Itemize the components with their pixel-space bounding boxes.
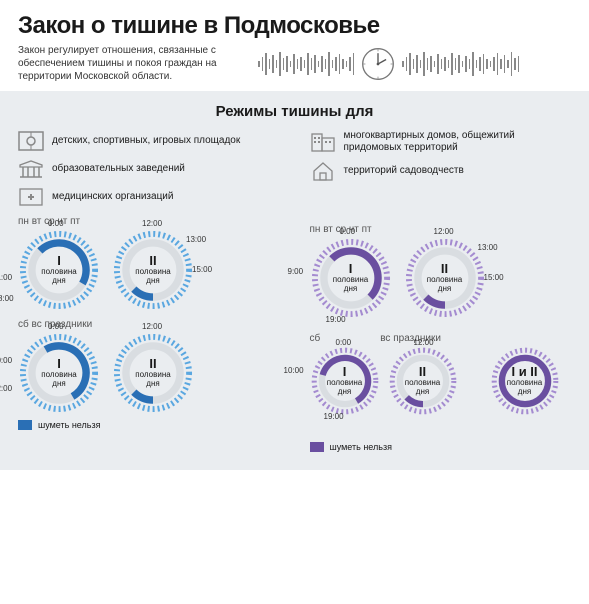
playground-icon [18,130,44,152]
header: Закон о тишине в Подмосковье Закон регул… [0,0,589,91]
legend-right: шуметь нельзя [310,442,572,452]
category-label: территорий садоводчеств [344,165,464,177]
donut-left-weekend-2: IIполовинадня12:00 [112,332,194,414]
subtitle-row: Закон регулирует отношения, связанные с … [18,44,571,83]
donut-left-weekdays-2: IIполовинадня12:0013:0015:00 [112,229,194,311]
sat-label: сб [310,333,321,344]
apartment-icon [310,131,336,153]
soundwave-decor [258,46,519,82]
category-medical: медицинских организаций [18,186,280,208]
legend-box-icon [18,420,32,430]
left-column: детских, спортивных, игровых площадок об… [18,130,280,452]
category-education: образовательных заведений [18,158,280,180]
left-weekdays-row: Iполовинадня0:0021:008:00 IIполовинадня1… [18,229,280,311]
medical-icon [18,186,44,208]
donut-right-sat-1: Iполовинадня0:0010:0019:00 [310,346,380,416]
right-bottom-row: Iполовинадня0:0010:0019:00 IIполовинадня… [310,346,572,436]
main-section: Режимы тишины для детских, спортивных, и… [0,91,589,470]
subtitle: Закон регулирует отношения, связанные с … [18,44,248,83]
house-icon [310,160,336,182]
clock-icon [360,46,396,82]
donut-left-weekdays-1: Iполовинадня0:0021:008:00 [18,229,100,311]
donut-right-sun: I и IIполовинадня [490,346,560,416]
right-column: многоквартирных домов, общежитий придомо… [310,130,572,452]
section-title: Режимы тишины для [18,103,571,120]
legend-label: шуметь нельзя [38,420,100,430]
category-label: образовательных заведений [52,163,185,175]
right-weekdays-row: Iполовинадня0:0019:009:00 IIполовинадня1… [310,237,572,319]
category-label: детских, спортивных, игровых площадок [52,135,240,147]
donut-right-weekdays-1: Iполовинадня0:0019:009:00 [310,237,392,319]
donut-right-weekdays-2: IIполовинадня12:0013:0015:00 [404,237,486,319]
donut-right-sat-2: IIполовинадня12:00 [388,346,458,416]
page-title: Закон о тишине в Подмосковье [18,12,571,40]
legend-label: шуметь нельзя [330,442,392,452]
legend-left: шуметь нельзя [18,420,280,430]
category-playgrounds: детских, спортивных, игровых площадок [18,130,280,152]
category-label: медицинских организаций [52,191,173,203]
left-weekend-row: Iполовинадня0:0022:0010:00 IIполовинадня… [18,332,280,414]
donut-left-weekend-1: Iполовинадня0:0022:0010:00 [18,332,100,414]
education-icon [18,158,44,180]
category-gardening: территорий садоводчеств [310,160,572,182]
category-apartments: многоквартирных домов, общежитий придомо… [310,130,572,154]
category-label: многоквартирных домов, общежитий придомо… [344,130,572,154]
legend-box-icon [310,442,324,452]
